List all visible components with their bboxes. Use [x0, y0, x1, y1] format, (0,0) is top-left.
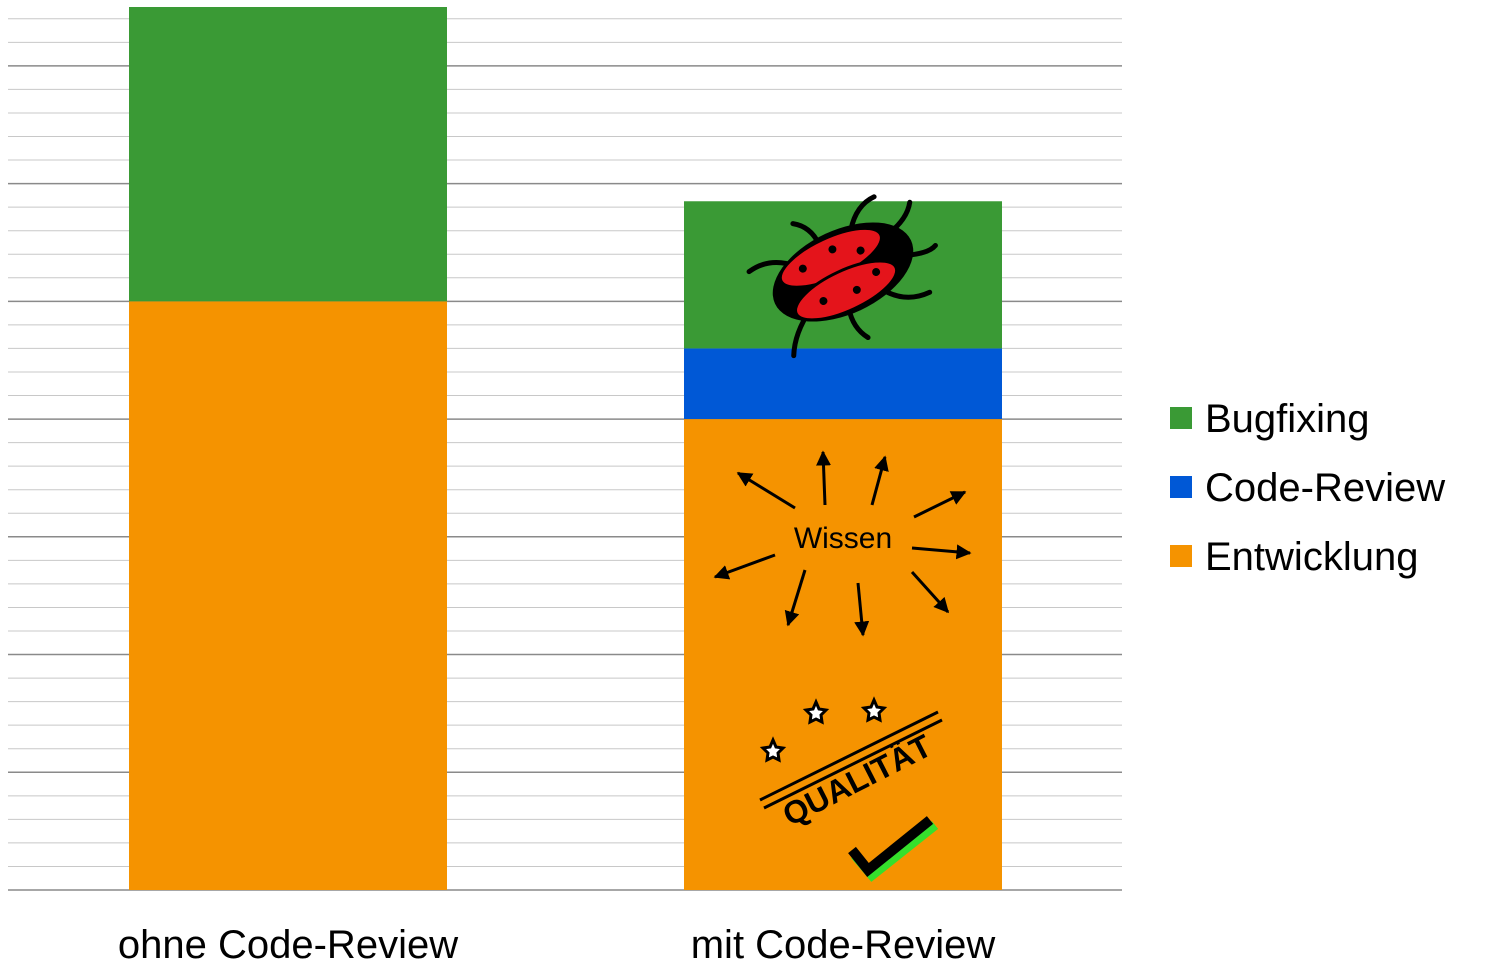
legend-swatch	[1170, 545, 1192, 567]
legend-swatch	[1170, 407, 1192, 429]
bar-segment	[129, 7, 447, 301]
x-tick-label: mit Code-Review	[691, 923, 996, 967]
legend-swatch	[1170, 476, 1192, 498]
annotation-wissen: Wissen	[794, 522, 892, 555]
x-tick-label: ohne Code-Review	[118, 923, 458, 967]
chart: ohne Code-Review mit Code-Review Wissen	[0, 0, 1507, 971]
legend-label: Code-Review	[1205, 466, 1445, 510]
legend-label: Bugfixing	[1205, 397, 1370, 441]
bar-segment	[684, 348, 1002, 419]
bar-segment	[684, 419, 1002, 890]
legend-label: Entwicklung	[1205, 535, 1418, 579]
bar-segment	[129, 301, 447, 890]
